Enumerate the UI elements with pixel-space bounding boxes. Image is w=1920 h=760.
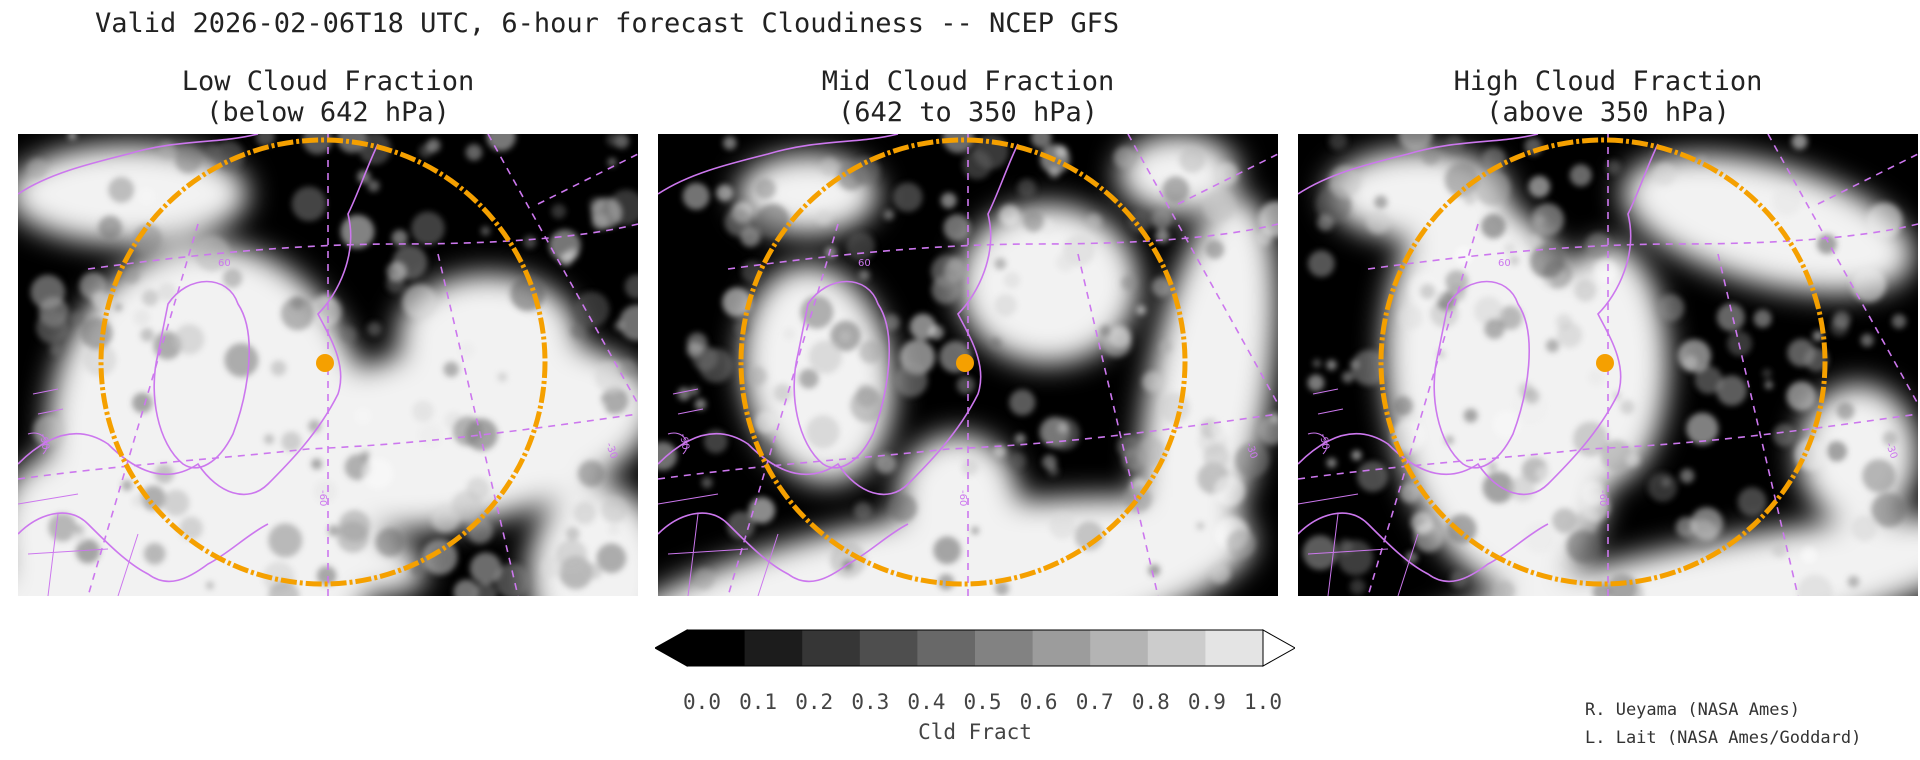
colorbar-segment [859, 630, 918, 666]
panel-title-low-line1: Low Cloud Fraction [181, 66, 475, 97]
graticule-label: -90 [677, 433, 691, 451]
panel-title-low: Low Cloud Fraction (below 642 hPa) [18, 66, 638, 128]
colorbar-tick-label: 0.5 [963, 690, 1002, 714]
map-overlay [658, 134, 1019, 596]
coastline-islands [667, 388, 704, 455]
coastline-east [18, 512, 269, 583]
range-ring [738, 137, 1188, 587]
panel-title-high-line2: (above 350 hPa) [1486, 97, 1730, 128]
longitude-line [1717, 253, 1799, 596]
cloud-texture [658, 134, 1278, 596]
colorbar-tick-label: 0.2 [795, 690, 834, 714]
longitude-line [437, 253, 519, 596]
graticule-label: -60 [1597, 490, 1608, 506]
coastline-islands [27, 388, 64, 455]
longitude-line [1817, 153, 1918, 205]
coastline-canada [18, 143, 379, 496]
colorbar-segment [687, 630, 746, 666]
latitude-line [727, 223, 1278, 270]
colorbar-tick-label: 0.0 [683, 690, 721, 714]
graticule [18, 134, 638, 596]
range-ring [98, 137, 548, 587]
coastline-east [658, 512, 909, 583]
state-borders [658, 493, 779, 596]
latitude-line [1367, 223, 1918, 270]
panel-title-low-line2: (below 642 hPa) [206, 97, 450, 128]
colorbar-label: Cld Fract [918, 720, 1032, 744]
site-marker [956, 354, 974, 372]
site-marker [316, 354, 334, 372]
colorbar-tick-label: 0.6 [1019, 690, 1058, 714]
graticule-label: -30 [1883, 441, 1899, 460]
longitude-line [537, 153, 638, 205]
credit-line-2: L. Lait (NASA Ames/Goddard) [1585, 728, 1862, 748]
coastline-greenland [153, 280, 250, 469]
colorbar-tick-label: 1.0 [1244, 690, 1282, 714]
graticule [658, 134, 1278, 596]
longitude-line [1177, 153, 1278, 205]
colorbar-segment [744, 630, 803, 666]
colorbar-segment [1090, 630, 1149, 666]
graticule [1298, 134, 1918, 596]
cloud-texture [27, 134, 638, 596]
graticule-label: 60 [858, 258, 871, 269]
site-marker [1596, 354, 1614, 372]
graticule-label: 60 [218, 258, 231, 269]
longitude-line [1077, 253, 1159, 596]
colorbar-tick-label: 0.4 [907, 690, 946, 714]
coastline-canada [658, 143, 1019, 496]
graticule-label: -30 [1243, 441, 1259, 460]
coastline-islands [1307, 388, 1344, 455]
colorbar-segment [1032, 630, 1091, 666]
graticule-label: -60 [317, 490, 328, 506]
colorbar-extend-high [1262, 629, 1295, 667]
main-title: Valid 2026-02-06T18 UTC, 6-hour forecast… [95, 8, 1120, 39]
coastline-arctic [18, 134, 259, 195]
colorbar-segment [802, 630, 861, 666]
colorbar-tick-label: 0.9 [1187, 690, 1226, 714]
latitude-line [18, 413, 638, 480]
graticule-label: -30 [603, 441, 619, 460]
panel-title-mid-line2: (642 to 350 hPa) [837, 97, 1099, 128]
colorbar-frame [686, 629, 1264, 667]
range-ring [1378, 137, 1828, 587]
graticule-label: 60 [1498, 258, 1511, 269]
colorbar-tick-label: 0.7 [1075, 690, 1114, 714]
state-borders [1298, 493, 1419, 596]
coastline-canada [1298, 143, 1659, 496]
map-panel-low: 60 -60 -90 -30 [18, 134, 638, 596]
panel-title-high: High Cloud Fraction (above 350 hPa) [1298, 66, 1918, 128]
colorbar-segment [1205, 630, 1264, 666]
panel-title-high-line1: High Cloud Fraction [1453, 66, 1763, 97]
colorbar-tick-label: 0.8 [1131, 690, 1170, 714]
latitude-line [1298, 413, 1918, 480]
colorbar-segment [1147, 630, 1206, 666]
cloud-texture [1302, 134, 1907, 596]
cloud-field [1328, 149, 1918, 596]
state-borders [18, 493, 139, 596]
colorbar-extend-low [655, 629, 688, 667]
colorbar [655, 629, 1295, 667]
map-overlay [18, 134, 379, 596]
coastline-greenland [1433, 280, 1530, 469]
map-panel-high: 60 -60 -90 -30 [1298, 134, 1918, 596]
colorbar-segment [975, 630, 1034, 666]
colorbar-tick-label: 0.3 [851, 690, 890, 714]
coastline-east [1298, 512, 1549, 583]
graticule-label: -90 [1317, 433, 1331, 451]
map-panel-mid: 60 -60 -90 -30 [658, 134, 1278, 596]
credit-line-1: R. Ueyama (NASA Ames) [1585, 700, 1800, 720]
latitude-line [87, 223, 638, 270]
colorbar-segment [917, 630, 976, 666]
coastline-arctic [1298, 134, 1539, 195]
graticule-label: -90 [37, 433, 51, 451]
panel-title-mid-line1: Mid Cloud Fraction [821, 66, 1115, 97]
latitude-line [658, 413, 1278, 480]
coastline-arctic [658, 134, 899, 195]
colorbar-tick-label: 0.1 [739, 690, 778, 714]
coastline-greenland [793, 280, 890, 469]
graticule-label: -60 [957, 490, 968, 506]
panel-title-mid: Mid Cloud Fraction (642 to 350 hPa) [658, 66, 1278, 128]
map-overlay [1298, 134, 1659, 596]
